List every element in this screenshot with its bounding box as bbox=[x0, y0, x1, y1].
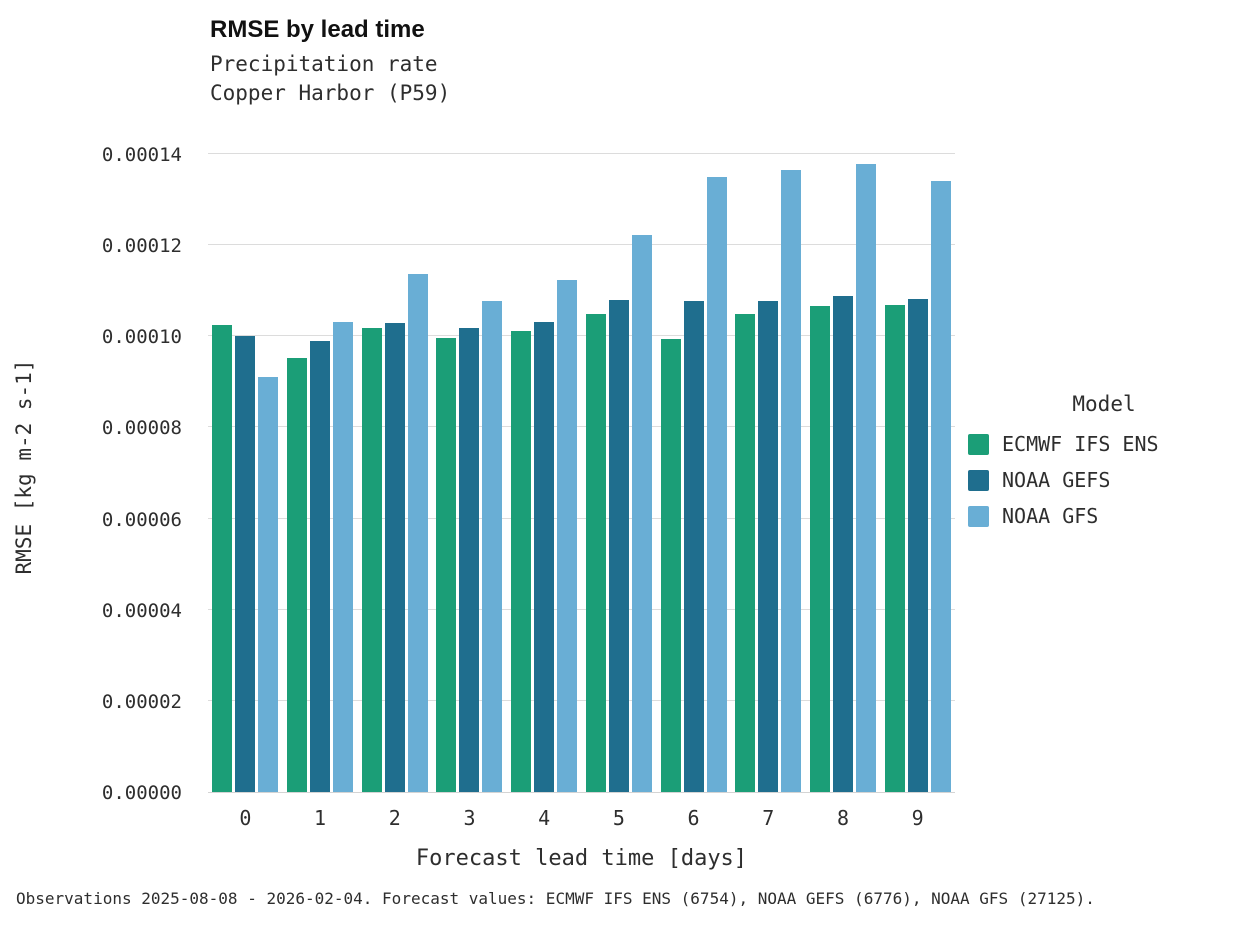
bar-ecmwf-ifs-ens-day-8 bbox=[809, 305, 830, 792]
bar-group-0 bbox=[208, 138, 283, 792]
legend: Model ECMWF IFS ENS NOAA GEFS NOAA GFS bbox=[968, 392, 1240, 540]
legend-label-noaa-gefs: NOAA GEFS bbox=[1002, 468, 1111, 492]
y-axis-ticks: 0.00000 0.00002 0.00004 0.00006 0.00008 0.000… bbox=[0, 138, 196, 804]
x-tick-label: 9 bbox=[911, 806, 924, 830]
legend-swatch-ecmwf-ifs-ens bbox=[968, 433, 989, 455]
bar-ecmwf-ifs-ens-day-6 bbox=[660, 338, 681, 792]
bar-noaa-gfs-day-1 bbox=[333, 322, 354, 792]
bar-noaa-gefs-day-4 bbox=[534, 321, 555, 792]
legend-swatch-noaa-gefs bbox=[968, 469, 989, 491]
y-tick-label: 0.00006 bbox=[101, 508, 182, 531]
y-tick-label: 0.00000 bbox=[101, 782, 182, 804]
gridline bbox=[208, 153, 955, 154]
y-tick-label: 0.00014 bbox=[101, 144, 182, 166]
bar-ecmwf-ifs-ens-day-4 bbox=[511, 330, 532, 792]
chart-subtitle-line-2: Copper Harbor (P59) bbox=[210, 81, 451, 105]
bar-noaa-gefs-day-2 bbox=[384, 323, 405, 792]
bar-group-4 bbox=[507, 138, 582, 792]
gridline bbox=[208, 608, 955, 610]
y-tick-label: 0.00004 bbox=[101, 599, 182, 622]
legend-entry-noaa-gefs: NOAA GEFS bbox=[968, 468, 1240, 492]
x-tick-label: 8 bbox=[836, 806, 849, 830]
bar-noaa-gefs-day-3 bbox=[459, 327, 480, 792]
bar-noaa-gefs-day-0 bbox=[235, 336, 256, 792]
bar-group-8 bbox=[806, 138, 881, 792]
x-tick-label: 4 bbox=[538, 806, 551, 830]
bar-group-3 bbox=[432, 138, 507, 792]
bar-group-5 bbox=[582, 138, 657, 792]
bar-ecmwf-ifs-ens-day-3 bbox=[436, 337, 457, 792]
y-tick-label: 0.00002 bbox=[101, 690, 182, 713]
bar-noaa-gfs-day-3 bbox=[482, 300, 503, 792]
x-tick-label: 7 bbox=[762, 806, 775, 830]
bar-ecmwf-ifs-ens-day-5 bbox=[585, 314, 606, 792]
plot-area bbox=[208, 138, 955, 793]
x-axis-ticks: 0 1 2 3 4 5 6 7 8 9 bbox=[208, 806, 955, 830]
gridline bbox=[208, 426, 955, 428]
x-tick-label: 2 bbox=[388, 806, 401, 830]
y-tick-label: 0.00012 bbox=[101, 235, 182, 258]
chart-subtitle: Precipitation rate Copper Harbor (P59) bbox=[210, 50, 450, 108]
x-axis-label: Forecast lead time [days] bbox=[415, 846, 748, 871]
bar-ecmwf-ifs-ens-day-2 bbox=[361, 328, 382, 792]
x-tick-label: 5 bbox=[612, 806, 625, 830]
y-tick-label: 0.00010 bbox=[101, 326, 182, 349]
x-tick-label: 1 bbox=[314, 806, 327, 830]
legend-swatch-noaa-gfs bbox=[968, 505, 989, 527]
legend-label-noaa-gfs: NOAA GFS bbox=[1002, 504, 1099, 528]
bar-group-7 bbox=[731, 138, 806, 792]
gridline bbox=[208, 335, 955, 337]
bar-noaa-gefs-day-6 bbox=[683, 301, 704, 792]
legend-label-ecmwf-ifs-ens: ECMWF IFS ENS bbox=[1002, 432, 1159, 456]
bar-ecmwf-ifs-ens-day-0 bbox=[212, 324, 233, 792]
bar-noaa-gefs-day-1 bbox=[310, 340, 331, 792]
bar-ecmwf-ifs-ens-day-9 bbox=[884, 304, 905, 792]
gridline bbox=[208, 517, 955, 519]
bar-ecmwf-ifs-ens-day-1 bbox=[287, 357, 308, 792]
legend-title: Model bbox=[1072, 392, 1136, 416]
bar-noaa-gfs-day-7 bbox=[781, 169, 802, 792]
bar-noaa-gfs-day-8 bbox=[855, 164, 876, 792]
bar-noaa-gfs-day-6 bbox=[706, 176, 727, 792]
bar-noaa-gefs-day-8 bbox=[832, 295, 853, 792]
gridline bbox=[208, 244, 955, 246]
chart-title: RMSE by lead time bbox=[210, 16, 425, 43]
bar-noaa-gfs-day-0 bbox=[258, 377, 279, 792]
chart-subtitle-line-1: Precipitation rate bbox=[210, 52, 438, 76]
bar-noaa-gefs-day-5 bbox=[608, 300, 629, 792]
bar-noaa-gfs-day-9 bbox=[930, 181, 951, 792]
bar-noaa-gefs-day-7 bbox=[758, 301, 779, 792]
bar-noaa-gefs-day-9 bbox=[907, 298, 928, 792]
bar-groups bbox=[208, 138, 955, 792]
y-tick-label: 0.00008 bbox=[101, 417, 182, 440]
x-tick-label: 3 bbox=[463, 806, 476, 830]
bar-ecmwf-ifs-ens-day-7 bbox=[735, 313, 756, 792]
bar-group-1 bbox=[283, 138, 358, 792]
legend-entry-ecmwf-ifs-ens: ECMWF IFS ENS bbox=[968, 432, 1240, 456]
bar-noaa-gfs-day-2 bbox=[407, 274, 428, 792]
bar-noaa-gfs-day-5 bbox=[631, 235, 652, 792]
bar-group-9 bbox=[880, 138, 955, 792]
bar-noaa-gfs-day-4 bbox=[557, 279, 578, 792]
x-tick-label: 6 bbox=[687, 806, 700, 830]
gridline bbox=[208, 699, 955, 701]
bar-group-2 bbox=[357, 138, 432, 792]
x-tick-label: 0 bbox=[239, 806, 252, 830]
legend-entry-noaa-gfs: NOAA GFS bbox=[968, 504, 1240, 528]
bar-group-6 bbox=[656, 138, 731, 792]
chart-footer: Observations 2025-08-08 - 2026-02-04. Fo… bbox=[16, 889, 1095, 908]
